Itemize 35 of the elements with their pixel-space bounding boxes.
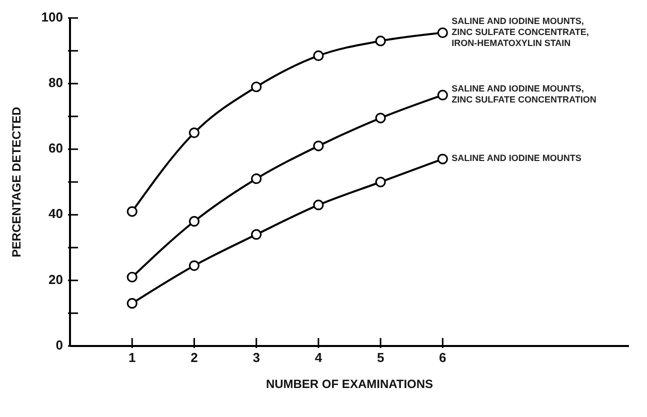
point bbox=[126, 298, 138, 309]
x-tick-label: 6 bbox=[439, 350, 446, 365]
series-label: SALINE AND IODINE MOUNTS bbox=[452, 153, 582, 164]
x-tick-label: 4 bbox=[314, 350, 323, 365]
point bbox=[437, 27, 448, 38]
point bbox=[375, 112, 386, 124]
x-tick-label: 5 bbox=[376, 350, 384, 365]
point bbox=[437, 154, 448, 164]
series-label: SALINE AND IODINE MOUNTS, ZINC SULFATE CONCENTRATE, IRON-HEMATOXYLIN STAIN bbox=[452, 16, 589, 48]
point bbox=[437, 90, 448, 100]
y-tick-label: 80 bbox=[48, 75, 63, 90]
point bbox=[188, 128, 200, 138]
series-label: SALINE AND IODINE MOUNTS, ZINC SULFATE CONCENTRATION bbox=[452, 84, 596, 105]
y-axis-title: PERCENTAGE DETECTED bbox=[9, 106, 24, 258]
point bbox=[375, 176, 386, 188]
point bbox=[375, 36, 386, 46]
x-tick-label: 1 bbox=[128, 350, 136, 365]
x-tick-label: 3 bbox=[252, 350, 260, 365]
x-tick-label: 2 bbox=[190, 350, 198, 365]
y-tick-label: 40 bbox=[48, 206, 63, 222]
y-tick-label: 20 bbox=[48, 272, 63, 287]
x-axis-title: NUMBER OF EXAMINATIONS bbox=[266, 377, 434, 391]
point bbox=[126, 206, 138, 217]
point bbox=[251, 173, 262, 184]
point bbox=[126, 272, 138, 282]
point bbox=[188, 260, 200, 271]
point bbox=[251, 229, 262, 240]
y-tick-label: 100 bbox=[41, 9, 63, 24]
point bbox=[313, 140, 324, 152]
y-tick-label: 60 bbox=[48, 140, 63, 156]
y-tick-label: 0 bbox=[56, 337, 63, 352]
point bbox=[188, 216, 200, 227]
point bbox=[313, 200, 324, 210]
point bbox=[251, 82, 262, 92]
point bbox=[313, 50, 324, 62]
